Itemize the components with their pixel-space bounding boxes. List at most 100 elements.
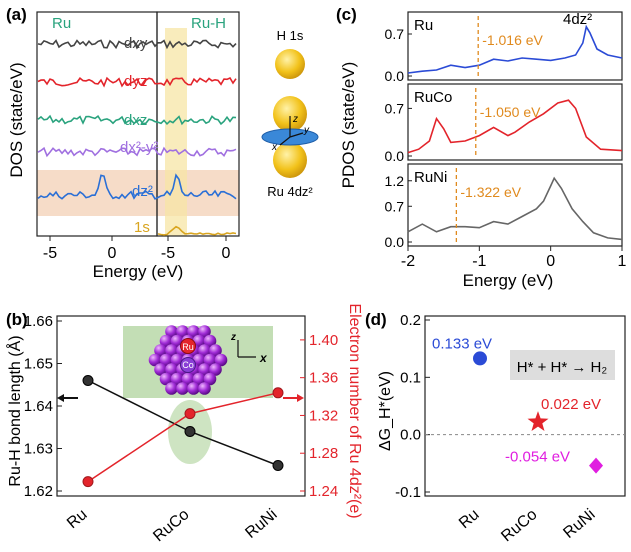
pdos-ytick-RuCo: 0.7 <box>385 100 405 116</box>
cluster-atom <box>192 372 206 386</box>
orbital-x-label: x <box>271 142 278 153</box>
orbital-z-label: z <box>292 114 298 125</box>
d-tick-label: 0.1 <box>400 369 421 386</box>
d-point-ru <box>473 351 487 366</box>
cluster-atom <box>148 353 162 367</box>
b-right-axis-label: Electron number of Ru 4dz²(e) <box>346 303 363 518</box>
cluster-atom <box>209 363 222 376</box>
b-point-1-0 <box>82 476 94 488</box>
dz2-lower-lobe <box>273 142 307 178</box>
d-tick-label: 0.2 <box>400 312 421 329</box>
a-x-tick-label: 0 <box>108 245 117 262</box>
ru-h-header: Ru-H <box>191 15 226 32</box>
d-value-label-0: 0.133 eV <box>432 335 492 352</box>
cluster-atom <box>165 344 178 357</box>
c-corner-label: 4dz² <box>563 11 592 28</box>
c-x-axis-label: Energy (eV) <box>463 271 554 290</box>
cluster-atom <box>203 353 217 367</box>
a-x-axis-label: Energy (eV) <box>93 262 184 281</box>
pdos-line-RuNi <box>407 176 623 241</box>
b-right-tick-label: 1.24 <box>309 483 338 500</box>
cluster-atom <box>165 363 178 376</box>
pdos-name-RuNi: RuNi <box>414 169 447 186</box>
dos-trace-dxz <box>37 114 237 126</box>
panel-a: (a) Ru Ru-H dxy dyz dxz dx²-y² dz² 1s DO… <box>6 5 319 281</box>
cluster-atom <box>165 325 178 338</box>
cluster-atom <box>170 353 184 367</box>
panel-label-c: (c) <box>336 5 357 24</box>
b-point-1-2 <box>272 387 284 399</box>
pdos-line-Ru <box>407 24 623 74</box>
b-left-tick-label: 1.63 <box>24 441 53 458</box>
a-y-axis-label: DOS (state/eV) <box>7 62 26 177</box>
c-x-tick-label: -1 <box>472 253 486 270</box>
b-right-tick-label: 1.28 <box>309 445 338 462</box>
co-atom <box>180 357 196 373</box>
ru-header: Ru <box>52 15 71 32</box>
cluster-atom <box>192 353 206 367</box>
c-y-axis-label: PDOS (state/eV) <box>339 62 358 189</box>
dos-traces <box>37 39 237 236</box>
panel-label-d: (d) <box>365 310 387 329</box>
cluster-atom <box>187 325 200 338</box>
ru4dz2-label: Ru 4dz² <box>267 184 313 199</box>
dos-trace-dz2 <box>37 173 237 200</box>
cluster-atom <box>159 372 173 386</box>
cluster-atom <box>154 344 167 357</box>
pdos-name-Ru: Ru <box>414 17 433 34</box>
cluster-inset <box>148 325 228 395</box>
inset-co-label: Co <box>182 360 194 370</box>
d-category-label: RuCo <box>498 506 540 545</box>
c-x-tick-label: 0 <box>546 253 555 270</box>
dos-trace-dxy <box>37 39 237 50</box>
orbital-label-1s: 1s <box>134 219 150 236</box>
pdos-frame-Ru <box>407 11 623 81</box>
cluster-atom <box>187 382 200 395</box>
pdos-ytick-Ru: 0.7 <box>385 26 405 42</box>
orbital-label-dyz: dyz <box>124 73 147 90</box>
b-point-0-2 <box>272 460 284 471</box>
d-band-center-label-Ru: -1.016 eV <box>482 32 543 48</box>
cluster-atom <box>159 334 173 348</box>
cluster-atom <box>198 325 211 338</box>
pdos-frame-RuCo <box>407 83 623 161</box>
orbital-label-dx2-y2: dx²-y² <box>120 139 158 156</box>
cluster-atom <box>192 334 206 348</box>
cluster-atom <box>198 344 211 357</box>
cluster-atom <box>209 344 222 357</box>
b-right-tick-label: 1.40 <box>309 332 338 349</box>
panel-c: (c) PDOS (state/eV) -1.016 eVRu0.70.0-1.… <box>336 5 627 290</box>
b-left-tick-label: 1.66 <box>24 313 53 330</box>
b-category-label: RuCo <box>150 506 192 545</box>
cluster-atom <box>154 363 167 376</box>
cluster-atom <box>181 372 195 386</box>
a-x-tick-label: 0 <box>222 245 231 262</box>
orbital-label-dxz: dxz <box>124 112 147 129</box>
a-x-ticks: -5 0 -5 0 <box>43 236 231 262</box>
b-left-tick-label: 1.65 <box>24 356 53 373</box>
d-value-label-2: -0.054 eV <box>505 449 570 466</box>
d-band-center-label-RuCo: -1.050 eV <box>480 104 541 120</box>
c-x-tick-label: -2 <box>401 253 415 270</box>
h-bonding-highlight-band <box>165 28 187 236</box>
orbital-label-dxy: dxy <box>124 35 148 52</box>
panel-b: (b) Ru-H bond length (Å) Electron number… <box>5 303 363 545</box>
pdos-name-RuCo: RuCo <box>414 89 452 106</box>
a-x-tick-label: -5 <box>43 245 57 262</box>
b-category-label: Ru <box>64 506 91 532</box>
orbital-label-dz2: dz² <box>132 183 153 200</box>
reaction-legend-text: H* + H* → H₂ <box>517 359 608 376</box>
reaction-legend-box <box>510 350 615 380</box>
d-plot-area: 0.2 0.1 0.0 -0.1 Ru RuCo RuNi 0.133 eV 0.022 eV -… <box>395 312 625 545</box>
dos-trace-dyz <box>37 76 237 88</box>
dos-trace-1s <box>157 225 237 236</box>
cluster-atom <box>203 372 217 386</box>
cluster-atom <box>170 334 184 348</box>
b-category-label: RuNi <box>242 506 280 542</box>
d-value-label-1: 0.022 eV <box>541 396 601 413</box>
d-band-center-label-RuNi: -1.322 eV <box>460 184 521 200</box>
ru-atom <box>180 338 196 354</box>
d-y-axis-label: ΔG_H*(eV) <box>377 371 394 451</box>
cluster-atom <box>176 325 189 338</box>
